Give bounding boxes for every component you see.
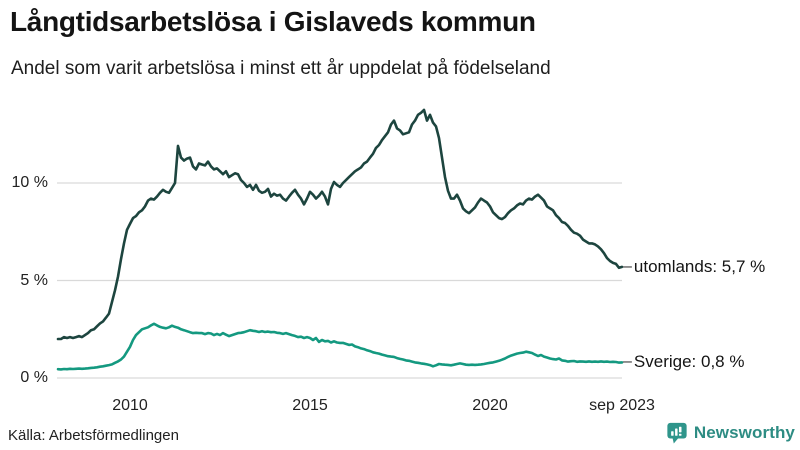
connector-dash: – (623, 257, 632, 275)
y-axis-label: 5 % (20, 271, 48, 289)
source-note: Källa: Arbetsförmedlingen (8, 427, 179, 444)
series-end-label-text: utomlands: 5,7 % (633, 256, 766, 276)
series-line-utomlands (56, 108, 624, 341)
series-end-label-utomlands: – utomlands: 5,7 % (623, 255, 765, 279)
series-end-label-text: Sverige: 0,8 % (633, 352, 745, 372)
x-axis-label: sep 2023 (589, 397, 655, 414)
newsworthy-wordmark: Newsworthy (693, 422, 795, 442)
page-title: Långtidsarbetslösa i Gislaveds kommun (10, 6, 536, 37)
series-end-label-sverige: – Sverige: 0,8 % (623, 350, 744, 374)
connector-dash: – (623, 353, 632, 371)
x-axis-label: 2015 (292, 397, 328, 414)
series-line-sverige (56, 322, 624, 371)
y-axis-label: 10 % (11, 174, 48, 191)
newsworthy-logo[interactable]: Newsworthy (666, 421, 795, 444)
chart-subtitle: Andel som varit arbetslösa i minst ett å… (11, 58, 551, 79)
x-axis-label: 2020 (472, 397, 508, 414)
x-axis-label: 2010 (112, 397, 148, 414)
newsworthy-bar-chart-icon (667, 422, 687, 444)
y-axis-label: 0 % (20, 369, 48, 386)
